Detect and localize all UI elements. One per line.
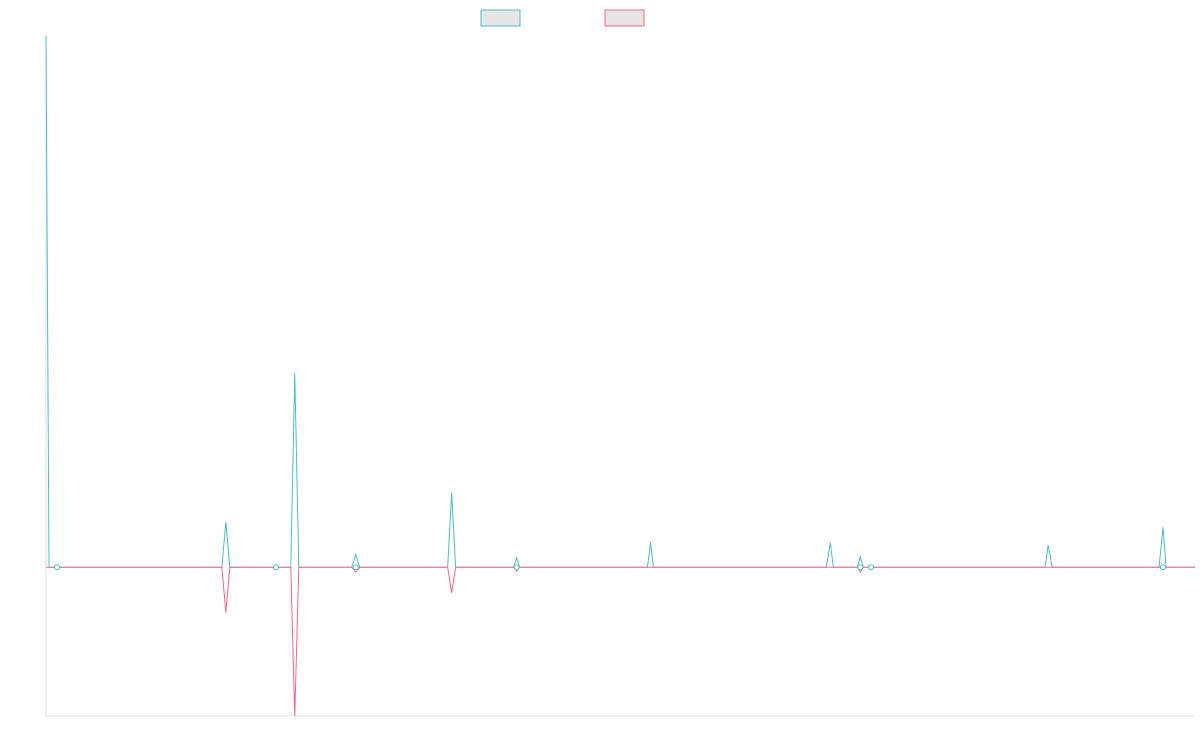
series-line-1 xyxy=(45,35,1195,568)
data-point-marker xyxy=(272,564,279,571)
data-point-marker xyxy=(868,564,875,571)
legend-swatch-1[interactable] xyxy=(480,9,521,27)
legend xyxy=(480,9,645,27)
data-point-marker xyxy=(1160,564,1167,571)
data-point-marker xyxy=(352,564,359,571)
plot-area xyxy=(45,35,1195,717)
data-point-marker xyxy=(53,564,60,571)
legend-swatch-2[interactable] xyxy=(604,9,645,27)
data-point-marker xyxy=(513,564,520,571)
axes xyxy=(45,36,1195,717)
data-point-marker xyxy=(857,564,864,571)
series-line-2 xyxy=(46,566,1195,717)
